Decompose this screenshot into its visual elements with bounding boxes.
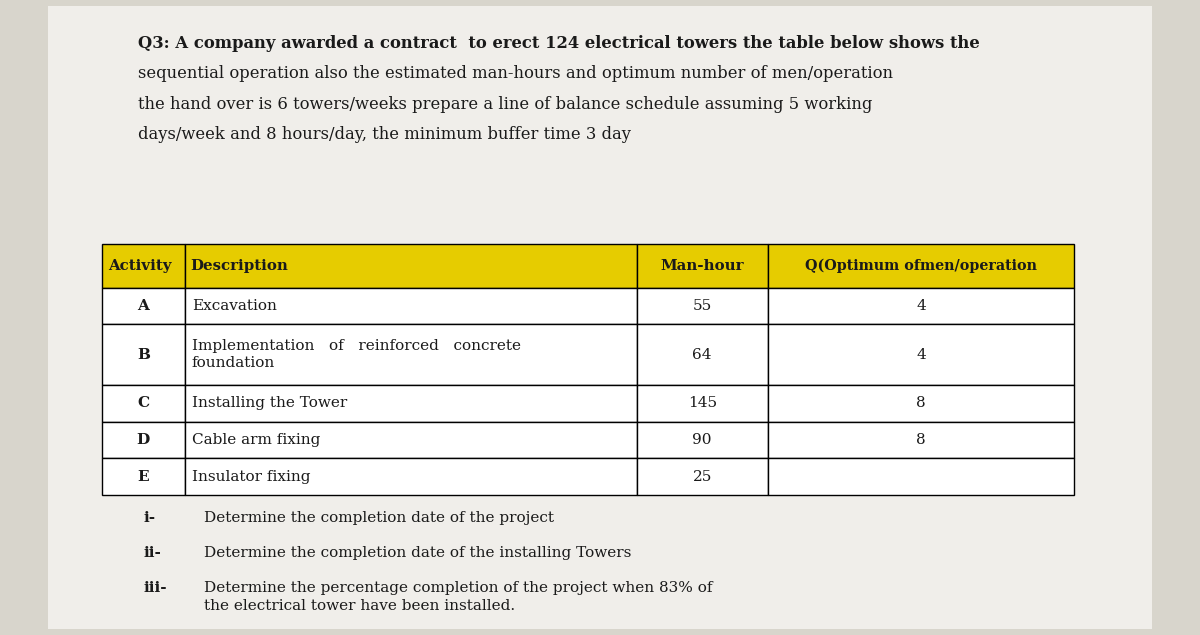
Text: sequential operation also the estimated man-hours and optimum number of men/oper: sequential operation also the estimated … [138,65,893,83]
Text: 25: 25 [692,470,712,484]
Text: Determine the completion date of the installing Towers: Determine the completion date of the ins… [204,546,631,560]
Text: 4: 4 [916,347,925,362]
Text: Cable arm fixing: Cable arm fixing [192,433,320,447]
Text: 8: 8 [916,433,925,447]
Text: i-: i- [144,511,156,525]
Text: A: A [137,299,149,313]
Text: Description: Description [191,259,288,273]
Text: iii-: iii- [144,581,168,595]
Text: Installing the Tower: Installing the Tower [192,396,347,410]
Text: 64: 64 [692,347,712,362]
Text: Excavation: Excavation [192,299,277,313]
Text: Q(Optimum ofmen/operation: Q(Optimum ofmen/operation [805,259,1037,273]
Text: 90: 90 [692,433,712,447]
Text: ii-: ii- [144,546,162,560]
Text: C: C [137,396,149,410]
Text: D: D [137,433,150,447]
Text: B: B [137,347,150,362]
Text: the hand over is 6 towers/weeks prepare a line of balance schedule assuming 5 wo: the hand over is 6 towers/weeks prepare … [138,96,872,113]
Text: Q3: A company awarded a contract  to erect 124 electrical towers the table below: Q3: A company awarded a contract to erec… [138,35,979,52]
Text: days/week and 8 hours/day, the minimum buffer time 3 day: days/week and 8 hours/day, the minimum b… [138,126,631,144]
Text: 55: 55 [692,299,712,313]
Text: 4: 4 [916,299,925,313]
Text: Determine the percentage completion of the project when 83% of
the electrical to: Determine the percentage completion of t… [204,581,713,613]
Text: 8: 8 [916,396,925,410]
Text: 145: 145 [688,396,716,410]
Text: Implementation   of   reinforced   concrete
foundation: Implementation of reinforced concrete fo… [192,339,521,370]
Text: Activity: Activity [108,259,172,273]
Text: Determine the completion date of the project: Determine the completion date of the pro… [204,511,554,525]
Text: Insulator fixing: Insulator fixing [192,470,311,484]
Text: Man-hour: Man-hour [660,259,744,273]
Text: E: E [138,470,149,484]
